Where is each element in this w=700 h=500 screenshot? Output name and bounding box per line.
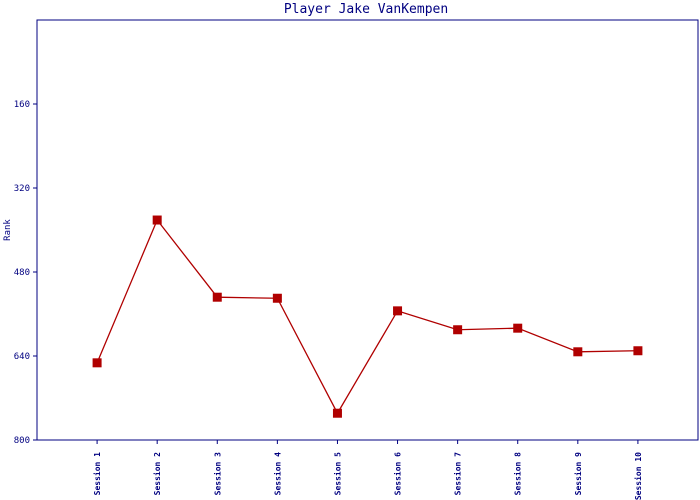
x-tick-label: Session 3	[212, 452, 222, 496]
data-point	[332, 408, 342, 418]
x-tick-label: Session 9	[573, 452, 583, 496]
data-point	[212, 292, 222, 302]
x-tick-label: Session 10	[633, 452, 643, 500]
y-tick-label: 160	[14, 100, 30, 110]
y-tick-label: 480	[14, 268, 30, 278]
y-tick-label: 640	[14, 352, 30, 362]
y-tick-label: 800	[14, 436, 30, 446]
chart-title: Player Jake VanKempen	[284, 2, 448, 17]
data-point	[272, 293, 282, 303]
data-point	[152, 215, 162, 225]
x-tick-label: Session 5	[332, 452, 342, 496]
data-point	[92, 358, 102, 368]
x-tick-label: Session 6	[393, 452, 403, 496]
data-point	[633, 346, 643, 356]
data-point	[453, 325, 463, 335]
x-tick-label: Session 2	[152, 452, 162, 496]
y-tick-label: 320	[14, 184, 30, 194]
x-tick-label: Session 1	[92, 452, 102, 496]
x-tick-label: Session 7	[453, 452, 463, 496]
series-line	[96, 218, 638, 415]
y-axis-label: Rank	[3, 219, 13, 241]
plot-frame	[36, 19, 699, 441]
data-point	[573, 347, 583, 357]
x-tick-label: Session 4	[272, 452, 282, 496]
data-point	[393, 306, 403, 316]
x-tick-label: Session 8	[513, 452, 523, 496]
data-point	[513, 323, 523, 333]
